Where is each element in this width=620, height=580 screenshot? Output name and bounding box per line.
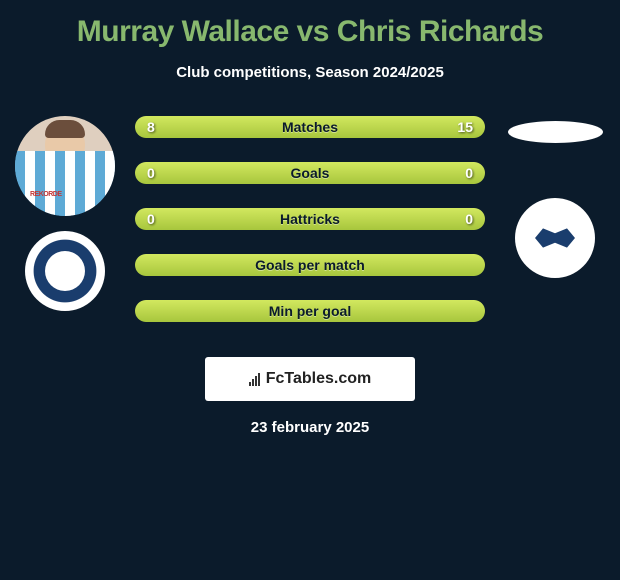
stat-label: Matches xyxy=(282,119,338,135)
player-left-avatar: REKORDE xyxy=(15,116,115,216)
stat-right-value: 0 xyxy=(465,211,473,227)
eagle-icon xyxy=(525,218,585,258)
stats-column: 8 Matches 15 0 Goals 0 0 Hattricks 0 Goa… xyxy=(120,116,500,322)
subtitle: Club competitions, Season 2024/2025 xyxy=(0,64,620,81)
comparison-body: REKORDE 8 Matches 15 0 Goals 0 0 Hattric… xyxy=(0,116,620,322)
stat-row-matches: 8 Matches 15 xyxy=(135,116,485,138)
stat-label: Goals per match xyxy=(255,257,365,273)
player-right-avatar xyxy=(505,121,605,143)
avatar-placeholder-icon xyxy=(508,121,603,143)
comparison-card: Murray Wallace vs Chris Richards Club co… xyxy=(0,0,620,580)
stat-left-value: 8 xyxy=(147,119,155,135)
player-left-column: REKORDE xyxy=(10,116,120,311)
lion-icon xyxy=(45,251,85,291)
club-badge-right xyxy=(515,198,595,278)
jersey-sponsor-text: REKORDE xyxy=(30,191,62,198)
stat-row-mpg: Min per goal xyxy=(135,300,485,322)
brand-logo[interactable]: FcTables.com xyxy=(205,357,415,401)
stat-left-value: 0 xyxy=(147,165,155,181)
footer: FcTables.com 23 february 2025 xyxy=(0,357,620,436)
stat-row-goals: 0 Goals 0 xyxy=(135,162,485,184)
stat-right-value: 15 xyxy=(457,119,473,135)
stat-label: Min per goal xyxy=(269,303,351,319)
stat-label: Goals xyxy=(291,165,330,181)
club-badge-left xyxy=(25,231,105,311)
brand-text: FcTables.com xyxy=(266,370,372,388)
player-right-column xyxy=(500,116,610,278)
chart-icon xyxy=(249,372,260,386)
stat-right-value: 0 xyxy=(465,165,473,181)
page-title: Murray Wallace vs Chris Richards xyxy=(0,15,620,49)
stat-label: Hattricks xyxy=(280,211,340,227)
stat-left-value: 0 xyxy=(147,211,155,227)
jersey-stripes xyxy=(15,151,115,216)
stat-row-gpm: Goals per match xyxy=(135,254,485,276)
date-text: 23 february 2025 xyxy=(251,419,369,436)
stat-row-hattricks: 0 Hattricks 0 xyxy=(135,208,485,230)
